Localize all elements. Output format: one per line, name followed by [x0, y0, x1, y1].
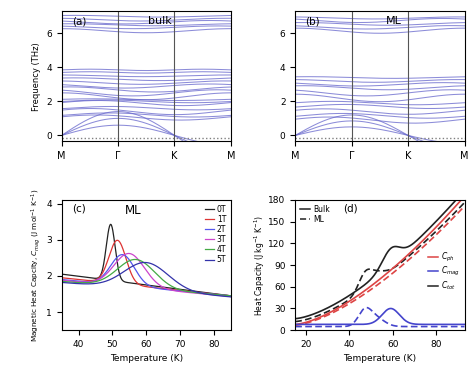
Y-axis label: Frequency (THz): Frequency (THz): [32, 42, 41, 111]
5T: [139, 260, 145, 265]
2T: [139, 278, 145, 282]
1T: [59, 276, 64, 280]
0T: [224, 293, 230, 298]
5T: [142, 260, 147, 265]
0T: [160, 285, 165, 289]
0T: [198, 290, 203, 294]
0T: [108, 222, 114, 227]
2T: [198, 291, 203, 295]
3T: [140, 264, 146, 269]
0T: [59, 272, 64, 276]
4T: [132, 257, 138, 262]
4T: [160, 278, 165, 282]
2T: [119, 252, 125, 257]
1T: [228, 293, 234, 298]
0T: [228, 293, 234, 298]
1T: [139, 283, 145, 288]
5T: [59, 280, 64, 285]
X-axis label: Temperature (K): Temperature (K): [343, 354, 417, 364]
3T: [224, 294, 230, 298]
1T: [224, 293, 230, 298]
Text: (d): (d): [343, 204, 357, 214]
2T: [140, 279, 146, 283]
Legend: $C_{ph}$, $C_{mag}$, $C_{tot}$: $C_{ph}$, $C_{mag}$, $C_{tot}$: [427, 250, 461, 293]
3T: [160, 285, 165, 289]
Line: 0T: 0T: [62, 224, 231, 296]
Line: 4T: 4T: [62, 259, 231, 296]
4T: [151, 269, 156, 273]
3T: [59, 278, 64, 282]
Text: (c): (c): [72, 204, 85, 214]
4T: [198, 291, 203, 295]
4T: [224, 293, 230, 298]
2T: [224, 293, 230, 298]
Y-axis label: Magnetic Heat Capcity, $C_{mag}$ (J mol$^{-1}$ K$^{-1}$): Magnetic Heat Capcity, $C_{mag}$ (J mol$…: [30, 188, 43, 342]
Text: ML: ML: [385, 16, 401, 26]
Line: 5T: 5T: [62, 262, 231, 297]
2T: [160, 287, 165, 291]
1T: [151, 285, 156, 290]
0T: [140, 282, 146, 287]
5T: [160, 268, 165, 273]
Text: bulk: bulk: [148, 16, 172, 26]
Legend: 0T, 1T, 2T, 3T, 4T, 5T: 0T, 1T, 2T, 3T, 4T, 5T: [204, 204, 227, 265]
5T: [228, 295, 234, 299]
2T: [228, 293, 234, 298]
Y-axis label: Heat Capacity (J kg$^{-1}$ K$^{-1}$): Heat Capacity (J kg$^{-1}$ K$^{-1}$): [253, 214, 267, 316]
Text: (b): (b): [305, 16, 320, 26]
3T: [151, 278, 156, 282]
5T: [140, 260, 146, 265]
4T: [139, 259, 145, 264]
X-axis label: Temperature (K): Temperature (K): [109, 354, 183, 364]
0T: [139, 282, 145, 287]
1T: [160, 286, 165, 291]
2T: [151, 285, 156, 290]
5T: [198, 291, 203, 295]
3T: [126, 251, 132, 256]
5T: [151, 262, 156, 267]
Text: ML: ML: [124, 204, 141, 217]
3T: [228, 294, 234, 299]
3T: [198, 291, 203, 296]
2T: [59, 277, 64, 282]
Line: 1T: 1T: [62, 240, 231, 296]
Line: 3T: 3T: [62, 253, 231, 296]
Text: (a): (a): [72, 16, 86, 26]
3T: [139, 263, 145, 267]
Line: 2T: 2T: [62, 255, 231, 296]
1T: [114, 238, 120, 243]
0T: [151, 284, 156, 288]
5T: [224, 294, 230, 299]
4T: [228, 293, 234, 298]
4T: [140, 260, 146, 265]
4T: [59, 279, 64, 283]
1T: [198, 290, 203, 295]
1T: [140, 284, 146, 288]
